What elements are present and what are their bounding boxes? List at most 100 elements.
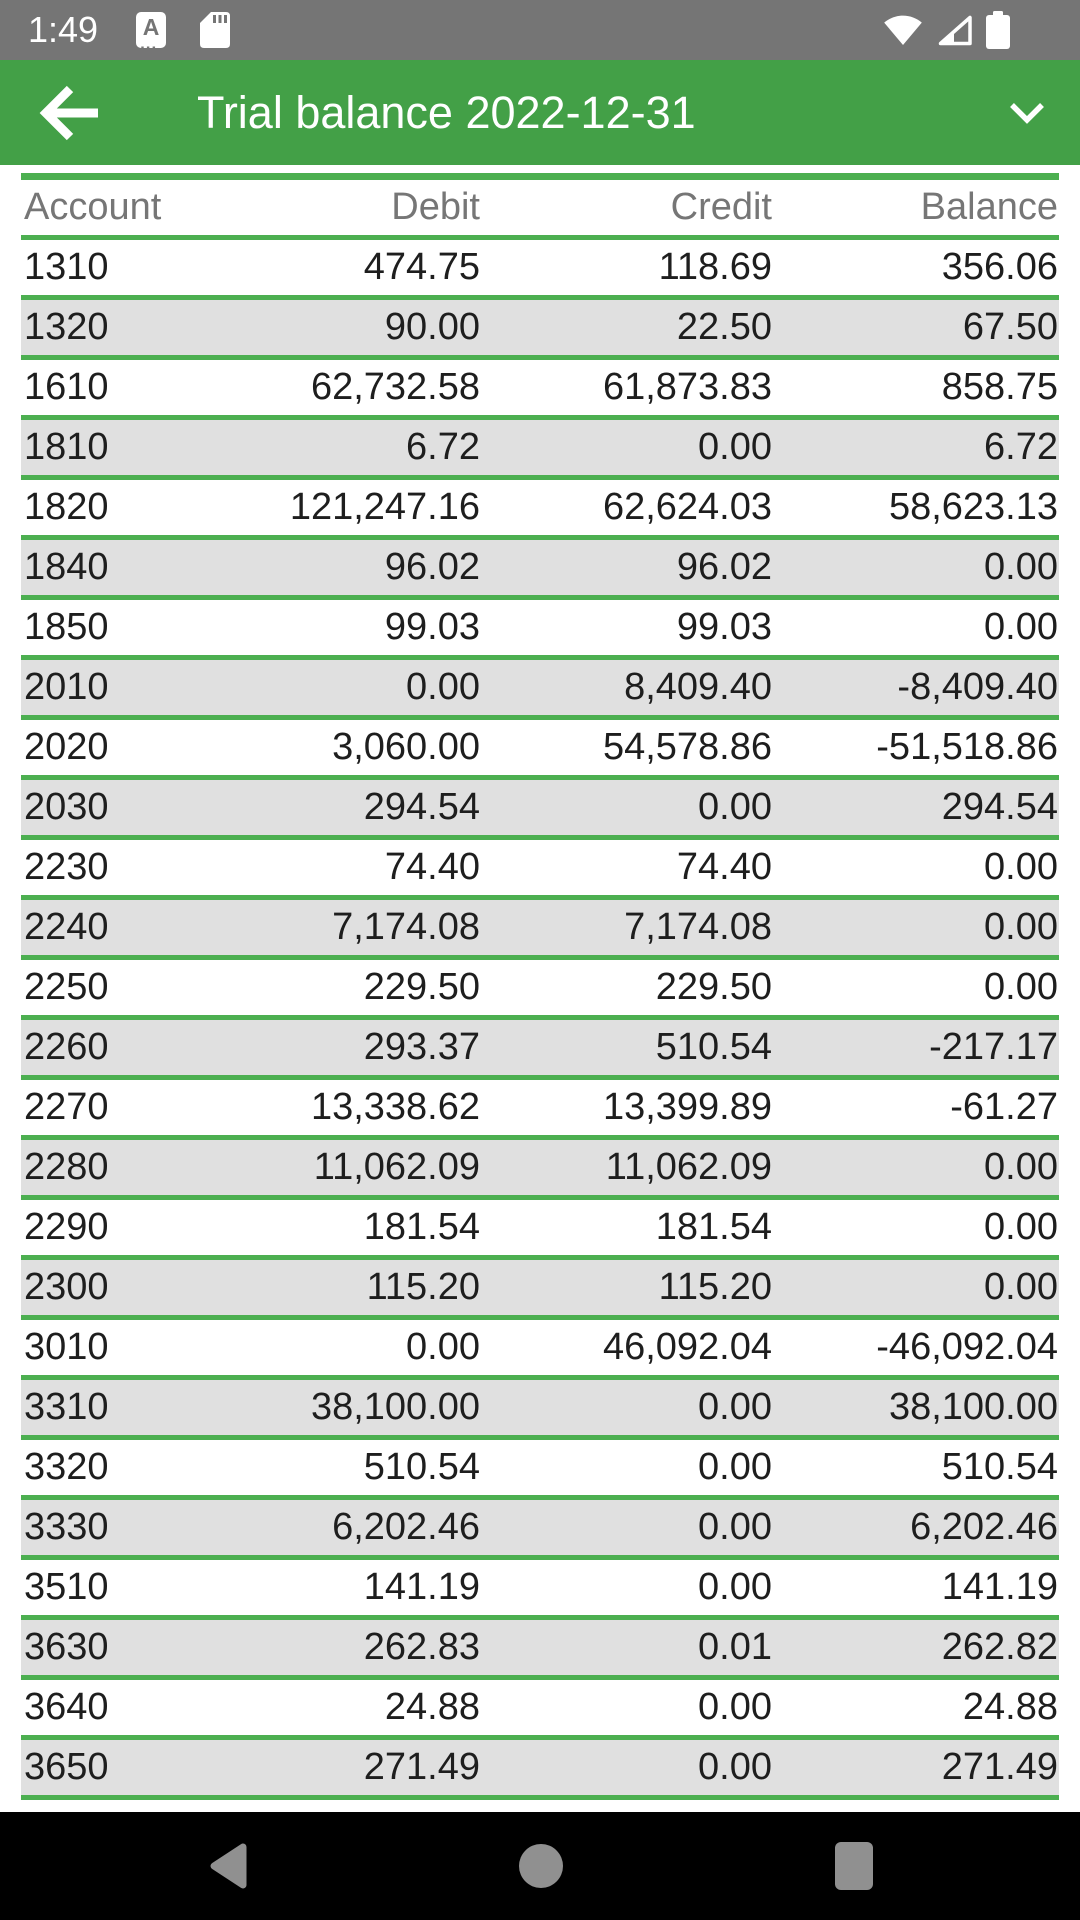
cell-debit: 13,338.62 [310, 1086, 480, 1128]
table-body: 1310 474.75 118.69 356.06 1320 90.00 22.… [21, 240, 1059, 1800]
cell-account: 3010 [24, 1326, 109, 1368]
cell-balance: 6.72 [984, 426, 1058, 468]
cell-debit: 294.54 [363, 786, 480, 828]
status-bar: 1:49 A ... [0, 0, 1080, 60]
cell-credit: 96.02 [676, 546, 772, 588]
cell-credit: 13,399.89 [602, 1086, 772, 1128]
cell-balance: 356.06 [941, 246, 1058, 288]
nav-back-triangle-icon [210, 1843, 247, 1889]
cell-balance: -61.27 [950, 1086, 1058, 1128]
table-row[interactable]: 1850 99.03 99.03 0.00 [21, 600, 1059, 660]
table-row[interactable]: 1820 121,247.16 62,624.03 58,623.13 [21, 480, 1059, 540]
table-row[interactable]: 2030 294.54 0.00 294.54 [21, 780, 1059, 840]
cell-debit: 99.03 [384, 606, 480, 648]
cell-credit: 74.40 [676, 846, 772, 888]
cell-account: 2270 [24, 1086, 109, 1128]
cell-credit: 0.00 [698, 786, 772, 828]
table-row[interactable]: 2020 3,060.00 54,578.86 -51,518.86 [21, 720, 1059, 780]
table-top-rule [21, 173, 1059, 180]
cell-debit: 96.02 [384, 546, 480, 588]
battery-icon [986, 11, 1010, 49]
cell-account: 1320 [24, 306, 109, 348]
nav-recents-button[interactable] [833, 1840, 875, 1892]
table-row[interactable]: 3310 38,100.00 0.00 38,100.00 [21, 1380, 1059, 1440]
cell-account: 2300 [24, 1266, 109, 1308]
cell-credit: 118.69 [658, 246, 772, 288]
column-header-credit: Credit [670, 186, 772, 228]
cell-debit: 510.54 [363, 1446, 480, 1488]
cell-account: 3630 [24, 1626, 109, 1668]
table-row[interactable]: 1320 90.00 22.50 67.50 [21, 300, 1059, 360]
table-row[interactable]: 2230 74.40 74.40 0.00 [21, 840, 1059, 900]
nav-back-button[interactable] [205, 1840, 249, 1892]
cell-account: 1850 [24, 606, 109, 648]
cell-debit: 262.83 [363, 1626, 480, 1668]
cell-balance: 67.50 [962, 306, 1058, 348]
back-button[interactable] [38, 84, 102, 142]
android-navigation-bar [0, 1812, 1080, 1920]
cell-account: 2250 [24, 966, 109, 1008]
cell-balance: 262.82 [941, 1626, 1058, 1668]
table-row[interactable]: 2270 13,338.62 13,399.89 -61.27 [21, 1080, 1059, 1140]
table-row[interactable]: 1310 474.75 118.69 356.06 [21, 240, 1059, 300]
cell-account: 3650 [24, 1746, 109, 1788]
cell-debit: 90.00 [384, 306, 480, 348]
cell-credit: 115.20 [658, 1266, 772, 1308]
table-row[interactable]: 2260 293.37 510.54 -217.17 [21, 1020, 1059, 1080]
cell-balance: 24.88 [962, 1686, 1058, 1728]
cell-debit: 6.72 [406, 426, 480, 468]
table-row[interactable]: 1840 96.02 96.02 0.00 [21, 540, 1059, 600]
table-row[interactable]: 3320 510.54 0.00 510.54 [21, 1440, 1059, 1500]
character-keyboard-icon: A ... [136, 12, 167, 52]
cell-debit: 293.37 [363, 1026, 480, 1068]
cell-credit: 0.00 [698, 1506, 772, 1548]
table-row[interactable]: 2290 181.54 181.54 0.00 [21, 1200, 1059, 1260]
cell-account: 2280 [24, 1146, 109, 1188]
chevron-down-icon [1010, 102, 1044, 124]
cell-balance: 0.00 [984, 606, 1058, 648]
cell-balance: -8,409.40 [897, 666, 1058, 708]
cell-debit: 3,060.00 [332, 726, 480, 768]
cell-account: 1310 [24, 246, 109, 288]
cell-balance: -46,092.04 [876, 1326, 1058, 1368]
table-row[interactable]: 1810 6.72 0.00 6.72 [21, 420, 1059, 480]
cell-balance: 294.54 [941, 786, 1058, 828]
cell-credit: 0.00 [698, 426, 772, 468]
cell-debit: 74.40 [384, 846, 480, 888]
cell-credit: 510.54 [655, 1026, 772, 1068]
wifi-icon [884, 15, 922, 45]
cellular-signal-icon [938, 15, 972, 46]
nav-recents-square-icon [835, 1842, 873, 1890]
cell-debit: 0.00 [406, 1326, 480, 1368]
table-row[interactable]: 3640 24.88 0.00 24.88 [21, 1680, 1059, 1740]
cell-balance: 141.19 [941, 1566, 1058, 1608]
table-row[interactable]: 2300 115.20 115.20 0.00 [21, 1260, 1059, 1320]
table-row[interactable]: 3630 262.83 0.01 262.82 [21, 1620, 1059, 1680]
cell-debit: 141.19 [363, 1566, 480, 1608]
cell-account: 3330 [24, 1506, 109, 1548]
table-row[interactable]: 2010 0.00 8,409.40 -8,409.40 [21, 660, 1059, 720]
cell-balance: 510.54 [941, 1446, 1058, 1488]
table-row[interactable]: 3650 271.49 0.00 271.49 [21, 1740, 1059, 1800]
cell-balance: 858.75 [941, 366, 1058, 408]
cell-account: 2240 [24, 906, 109, 948]
column-header-account: Account [24, 186, 162, 228]
table-row[interactable]: 3010 0.00 46,092.04 -46,092.04 [21, 1320, 1059, 1380]
table-row[interactable]: 3510 141.19 0.00 141.19 [21, 1560, 1059, 1620]
cell-debit: 7,174.08 [332, 906, 480, 948]
nav-home-button[interactable] [517, 1842, 565, 1890]
collapse-report-button[interactable] [1008, 101, 1046, 125]
table-row[interactable]: 2240 7,174.08 7,174.08 0.00 [21, 900, 1059, 960]
table-header-row: Account Debit Credit Balance [21, 180, 1059, 240]
cell-credit: 0.01 [698, 1626, 772, 1668]
cell-credit: 99.03 [676, 606, 772, 648]
table-row[interactable]: 3330 6,202.46 0.00 6,202.46 [21, 1500, 1059, 1560]
table-row[interactable]: 2250 229.50 229.50 0.00 [21, 960, 1059, 1020]
table-row[interactable]: 1610 62,732.58 61,873.83 858.75 [21, 360, 1059, 420]
cell-balance: 0.00 [984, 546, 1058, 588]
cell-balance: 0.00 [984, 846, 1058, 888]
table-row[interactable]: 2280 11,062.09 11,062.09 0.00 [21, 1140, 1059, 1200]
cell-balance: -217.17 [929, 1026, 1058, 1068]
cell-credit: 229.50 [655, 966, 772, 1008]
